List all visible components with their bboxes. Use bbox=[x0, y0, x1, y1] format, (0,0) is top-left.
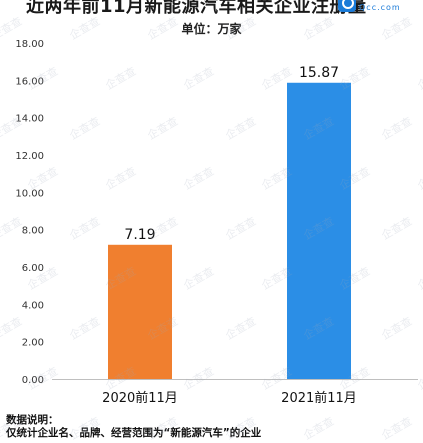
data-notes: 数据说明： 仅统计企业名、品牌、经营范围为“新能源汽车”的企业 bbox=[6, 414, 261, 440]
data-label: 15.87 bbox=[299, 65, 339, 81]
x-tick-label: 2020前11月 bbox=[102, 390, 178, 406]
bar bbox=[287, 82, 351, 379]
notes-line: 仅统计企业名、品牌、经营范围为“新能源汽车”的企业 bbox=[6, 427, 262, 439]
data-label: 7.19 bbox=[124, 227, 155, 243]
title-bar: 近两年前11月新能源汽车相关企业注册量 Qcc.com bbox=[0, 0, 423, 14]
x-tick-label: 2021前11月 bbox=[281, 390, 357, 406]
y-tick-label: 6.00 bbox=[22, 263, 44, 274]
y-tick-label: 0.00 bbox=[22, 375, 44, 386]
y-tick-label: 18.00 bbox=[15, 39, 44, 50]
y-tick-label: 10.00 bbox=[15, 188, 44, 199]
y-tick-label: 2.00 bbox=[22, 338, 44, 349]
y-tick-label: 12.00 bbox=[15, 151, 44, 162]
chart-title: 近两年前11月新能源汽车相关企业注册量 bbox=[26, 0, 367, 14]
y-tick-label: 4.00 bbox=[22, 300, 44, 311]
unit-label: 单位：万家 bbox=[181, 22, 242, 36]
y-tick-label: 16.00 bbox=[15, 76, 44, 87]
notes-heading: 数据说明： bbox=[6, 414, 59, 426]
y-tick-label: 14.00 bbox=[15, 114, 44, 125]
bar bbox=[108, 244, 172, 379]
logo-brand-text: Qcc.com bbox=[359, 2, 401, 12]
qcc-logo: Qcc.com bbox=[338, 0, 401, 12]
y-tick-label: 8.00 bbox=[22, 226, 44, 237]
qcc-logo-icon bbox=[338, 0, 356, 12]
